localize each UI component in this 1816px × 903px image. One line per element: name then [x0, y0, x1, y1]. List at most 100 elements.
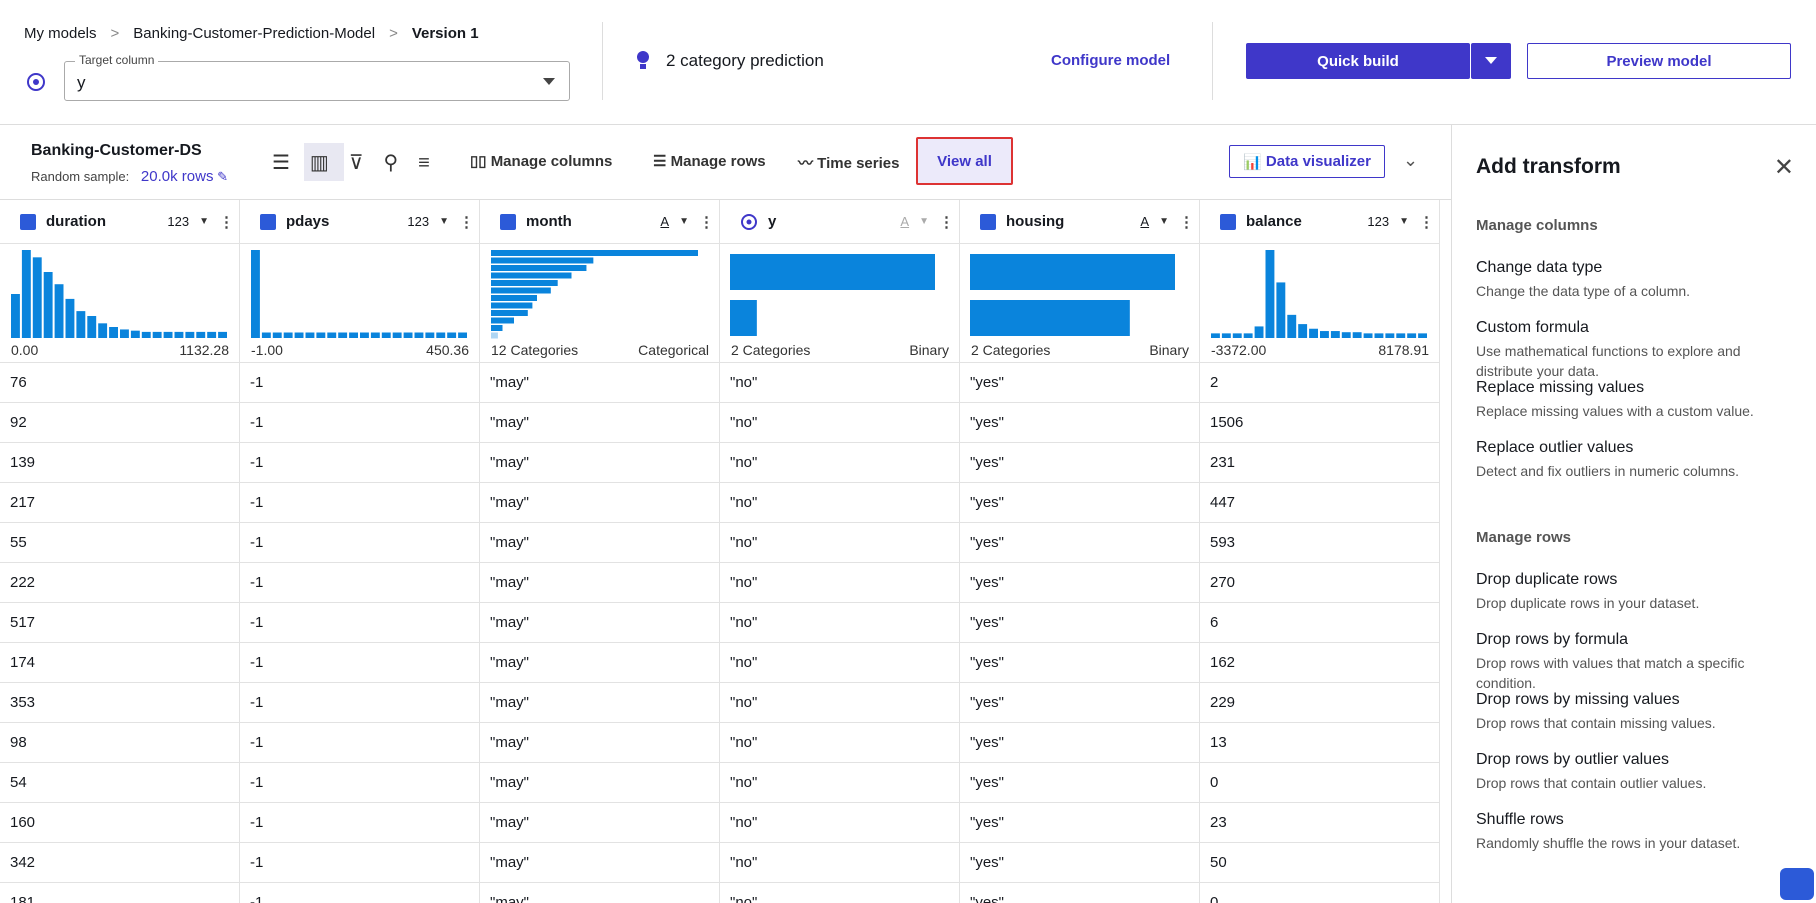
crumb[interactable]: My models	[24, 25, 97, 42]
quick-build[interactable]: Quick build	[1246, 43, 1470, 79]
kebab: ⋮	[1179, 213, 1194, 231]
transform-item[interactable]: Replace outlier values Detect and fix out…	[1476, 439, 1776, 481]
table-cell: 353	[0, 683, 240, 723]
histogram-right: 1132.28	[179, 342, 229, 358]
histogram-bar	[1276, 282, 1286, 338]
table-cell: "no"	[720, 843, 960, 883]
collapse[interactable]: ⌄	[1403, 150, 1419, 170]
data-table: duration 123 ▼ ⋮ 0.00 1132.28 pdays 123 ▼ ⋮ -1.00 4…	[0, 199, 1451, 903]
histogram-bar	[1221, 333, 1231, 338]
histogram	[491, 250, 698, 339]
table-cell: 6	[1200, 603, 1440, 643]
table-cell: "yes"	[960, 723, 1200, 763]
target-select[interactable]: Target column y	[64, 53, 570, 101]
histogram-bar	[196, 331, 206, 338]
quick-build-menu[interactable]	[1471, 43, 1511, 79]
histogram	[251, 250, 467, 338]
tool-manage-columns[interactable]: ▯▯ Manage columns	[470, 153, 613, 170]
data-visualizer[interactable]: 📊 Data visualizer	[1229, 145, 1385, 178]
column-name: pdays	[286, 213, 330, 230]
column-name: balance	[1246, 213, 1302, 230]
item-desc: Replace missing values with a custom val…	[1476, 403, 1754, 419]
table-cell: "may"	[480, 563, 720, 603]
table-cell: "may"	[480, 363, 720, 403]
table-cell: "no"	[720, 563, 960, 603]
column-name: housing	[1006, 213, 1065, 230]
histogram-bar	[251, 250, 260, 338]
table-cell: 231	[1200, 443, 1440, 483]
table-cell: 229	[1200, 683, 1440, 723]
table-cell: 23	[1200, 803, 1440, 843]
transform-item[interactable]: Drop rows by formula Drop rows with value…	[1476, 631, 1776, 693]
histogram-bar	[392, 332, 402, 338]
column-type: A	[1140, 214, 1150, 229]
chat-button[interactable]	[1780, 868, 1814, 900]
transform-item[interactable]: Drop duplicate rows Drop duplicate rows i…	[1476, 571, 1776, 613]
histogram-right: 8178.91	[1378, 342, 1429, 358]
item-desc: Detect and fix outliers in numeric colum…	[1476, 463, 1739, 479]
histogram-bar	[414, 332, 424, 338]
grid-view[interactable]	[304, 143, 344, 181]
table-cell: "yes"	[960, 523, 1200, 563]
tool-time-series[interactable]: 〰 Time series	[798, 155, 900, 172]
tool-manage-rows[interactable]: ☰ Manage rows	[653, 153, 766, 170]
histogram-bar	[1309, 328, 1318, 338]
column-name: duration	[46, 213, 106, 230]
transform-item[interactable]: Change data type Change the data type of …	[1476, 259, 1776, 301]
item-desc: Drop duplicate rows in your dataset.	[1476, 595, 1700, 611]
table-cell: "no"	[720, 603, 960, 643]
histogram-bar	[218, 331, 227, 338]
table-cell: "no"	[720, 683, 960, 723]
table-cell: "yes"	[960, 443, 1200, 483]
histogram	[730, 254, 935, 336]
histogram-bar	[261, 332, 271, 338]
category-bar	[491, 325, 503, 331]
histogram-left: 2 Categories	[731, 342, 811, 358]
histogram-cell: 2 Categories Binary	[720, 244, 960, 363]
histogram-bar	[185, 331, 195, 338]
transform-item[interactable]: Replace missing values Replace missing va…	[1476, 379, 1776, 421]
transform-item[interactable]: Drop rows by outlier values Drop rows tha…	[1476, 751, 1776, 793]
category-bar	[730, 254, 935, 290]
crumb[interactable]: Banking-Customer-Prediction-Model	[133, 25, 376, 42]
table-cell: 517	[0, 603, 240, 643]
kebab: ⋮	[219, 213, 234, 231]
configure-link[interactable]: Configure model	[1051, 52, 1171, 69]
transform-item[interactable]: Custom formula Use mathematical functions…	[1476, 319, 1776, 381]
table-cell: "may"	[480, 523, 720, 563]
table-cell: "yes"	[960, 603, 1200, 643]
table-cell: "yes"	[960, 643, 1200, 683]
histogram	[1211, 250, 1427, 338]
checkbox	[1220, 213, 1236, 230]
item-desc: Use mathematical functions to explore an…	[1476, 343, 1741, 379]
sample-value[interactable]: 20.0k rows	[140, 168, 214, 185]
table-cell: -1	[240, 443, 480, 483]
close[interactable]: ✕	[1773, 154, 1794, 181]
table-cell: "may"	[480, 603, 720, 643]
view-all[interactable]: View all	[916, 137, 1013, 185]
histogram-bar	[1232, 333, 1242, 338]
transform-item[interactable]: Drop rows by missing values Drop rows tha…	[1476, 691, 1776, 733]
histogram-left: 2 Categories	[971, 342, 1051, 358]
category-bar	[491, 257, 594, 264]
histogram-bar	[120, 329, 129, 338]
tool-label: Manage columns	[490, 153, 613, 170]
transform-item[interactable]: Shuffle rows Randomly shuffle the rows in…	[1476, 811, 1776, 853]
table-cell: 92	[0, 403, 240, 443]
histogram-cell: -1.00 450.36	[240, 244, 480, 363]
histogram-bar	[1407, 333, 1417, 338]
table-cell: -1	[240, 603, 480, 643]
kebab: ⋮	[459, 213, 474, 231]
table-cell: 50	[1200, 843, 1440, 883]
checkbox	[20, 213, 36, 230]
item-title: Shuffle rows	[1476, 811, 1564, 828]
histogram-bar	[436, 332, 446, 338]
histogram-bar	[21, 250, 31, 338]
histogram-bar	[141, 331, 151, 338]
preview-model[interactable]: Preview model	[1527, 43, 1791, 79]
table-cell: 174	[0, 643, 240, 683]
table-cell: "may"	[480, 803, 720, 843]
category-bar	[491, 250, 698, 256]
breadcrumb: My models > Banking-Customer-Prediction-M…	[24, 25, 479, 42]
category-bar	[970, 254, 1175, 290]
